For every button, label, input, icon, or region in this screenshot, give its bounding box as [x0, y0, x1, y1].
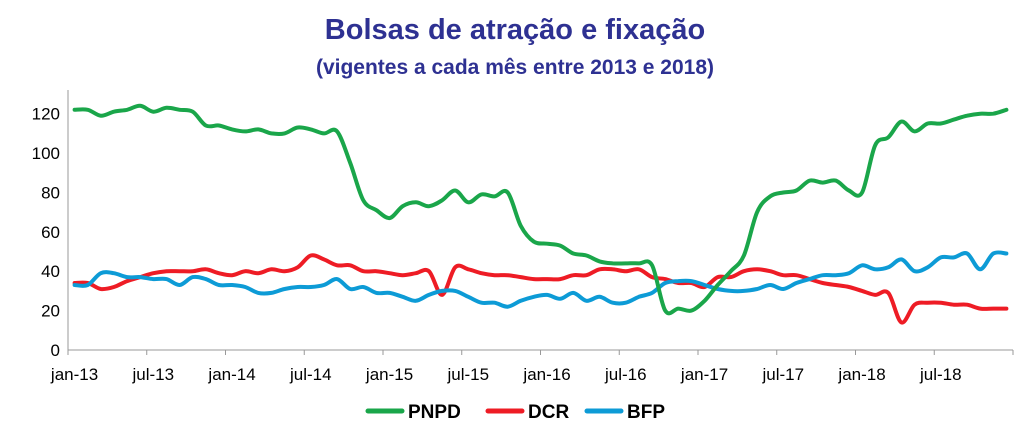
x-tick-label: jan-17	[680, 365, 728, 384]
x-tick-label: jul-17	[762, 365, 805, 384]
y-axis-ticks: 0 20 40 60 80 100 120	[32, 105, 60, 360]
x-tick-label: jul-16	[604, 365, 647, 384]
x-tick-label: jan-18	[837, 365, 885, 384]
y-tick-label: 40	[41, 262, 60, 281]
series-line-dcr	[72, 253, 1009, 325]
x-tick-label: jan-13	[50, 365, 98, 384]
x-tick-label: jan-16	[522, 365, 570, 384]
legend-label-bfp: BFP	[627, 402, 665, 423]
chart-subtitle: (vigentes a cada mês entre 2013 e 2018)	[315, 56, 715, 79]
x-tick-label: jul-14	[289, 365, 332, 384]
series-line-bfp	[72, 250, 1009, 309]
series-line-pnpd	[72, 103, 1009, 316]
x-tick-label: jan-14	[207, 365, 255, 384]
y-tick-label: 80	[41, 183, 60, 202]
chart-title: Bolsas de atração e fixação	[324, 14, 706, 46]
y-tick-label: 100	[32, 144, 60, 163]
series-lines	[72, 103, 1009, 325]
x-tick-label: jan-15	[365, 365, 413, 384]
legend: PNPD DCR BFP	[365, 402, 665, 423]
y-tick-label: 120	[32, 105, 60, 124]
y-tick-label: 60	[41, 223, 60, 242]
x-tick-label: jul-15	[447, 365, 490, 384]
x-axis-ticks: jan-13 jul-13 jan-14 jul-14 jan-15 jul-15 jan-…	[50, 350, 1014, 384]
y-tick-label: 0	[51, 341, 60, 360]
x-tick-label: jul-18	[919, 365, 962, 384]
y-tick-label: 20	[41, 302, 60, 321]
legend-label-pnpd: PNPD	[408, 402, 461, 423]
axes	[67, 90, 1013, 351]
x-tick-label: jul-13	[132, 365, 175, 384]
legend-label-dcr: DCR	[528, 402, 569, 423]
